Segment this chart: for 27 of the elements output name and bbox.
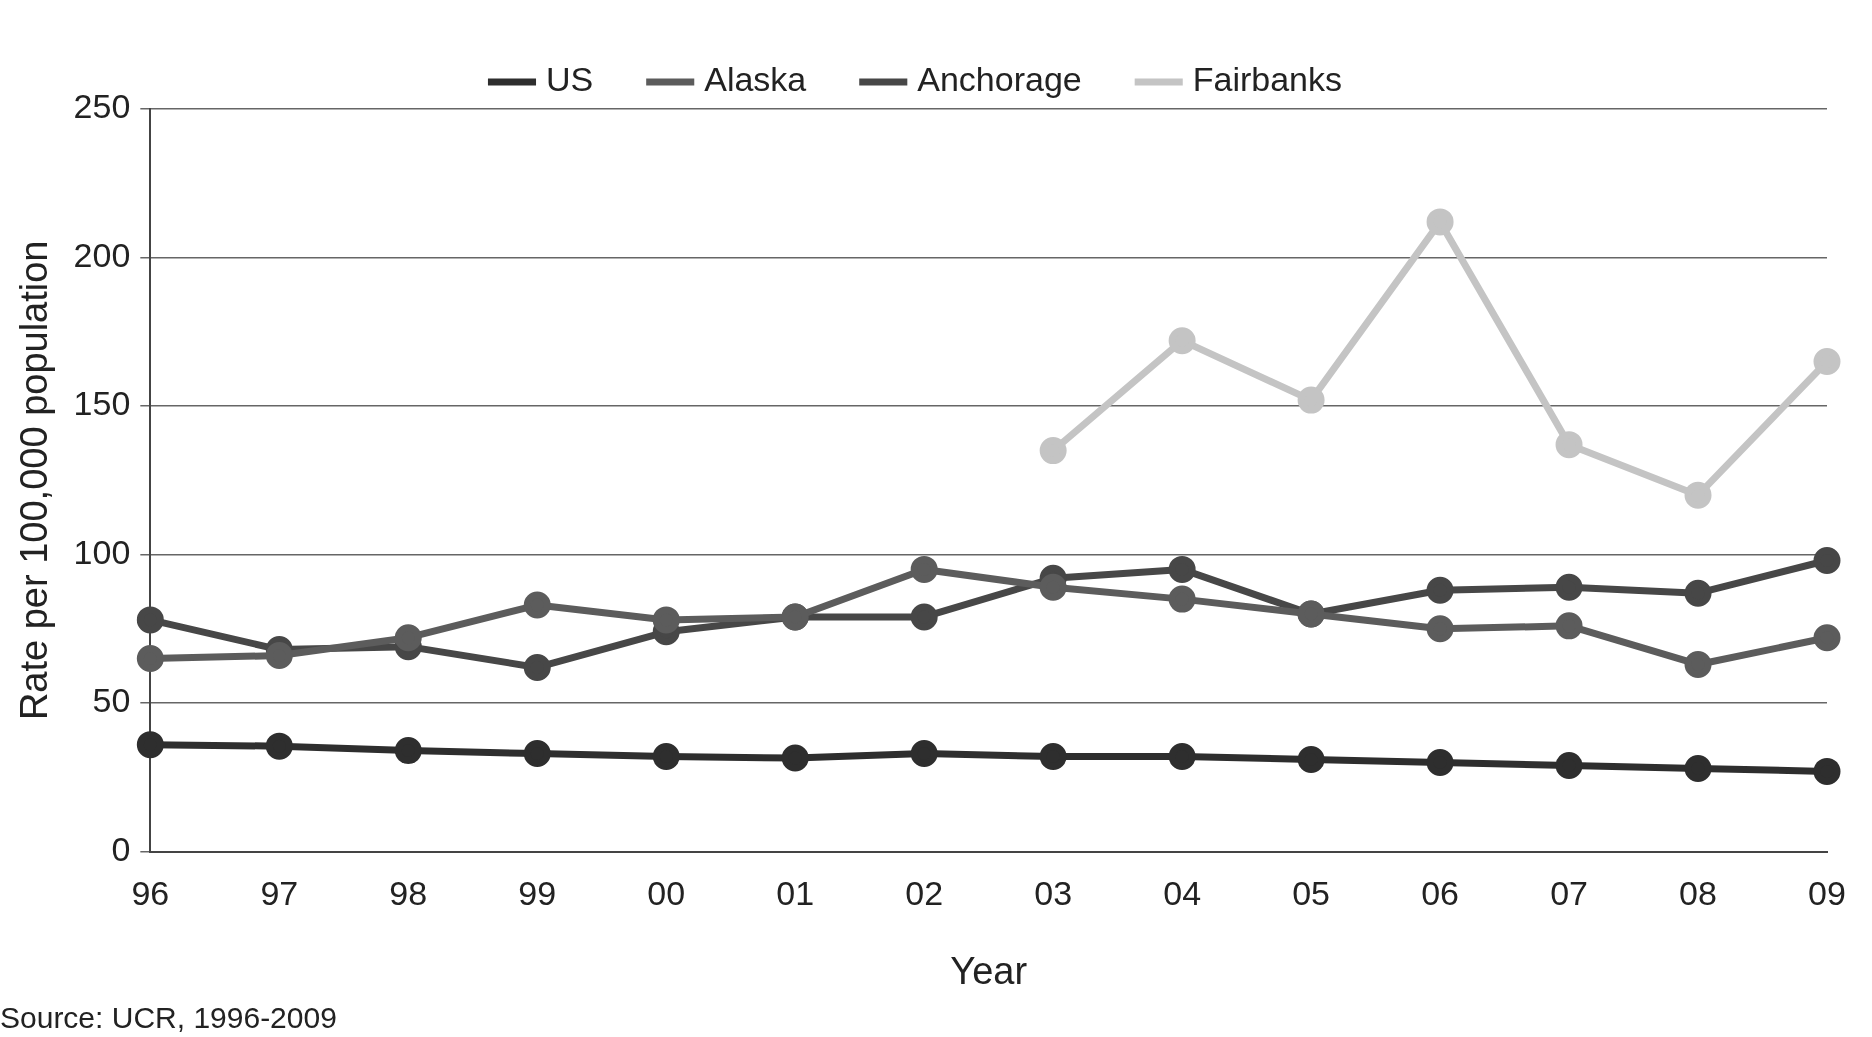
x-tick-label: 08 <box>1679 874 1717 913</box>
y-tick-label: 150 <box>73 384 131 423</box>
x-tick-label: 03 <box>1034 874 1073 913</box>
x-tick-label: 05 <box>1292 874 1331 913</box>
x-tick-label: 00 <box>647 874 686 913</box>
x-tick-label: 98 <box>389 874 428 913</box>
x-tick-label: 07 <box>1550 874 1588 913</box>
y-tick-label: 100 <box>73 532 131 571</box>
y-tick-label: 50 <box>92 681 131 720</box>
x-tick-label: 01 <box>776 874 815 913</box>
x-tick-label: 04 <box>1163 874 1202 913</box>
source-note: Source: UCR, 1996-2009 <box>0 1001 337 1035</box>
legend-label: Alaska <box>704 60 807 99</box>
legend-label: Fairbanks <box>1192 60 1343 99</box>
y-axis-title: Rate per 100,000 population <box>13 240 56 721</box>
y-tick-label: 0 <box>111 829 131 868</box>
x-tick-label: 96 <box>131 874 170 913</box>
x-tick-label: 06 <box>1421 874 1459 913</box>
x-axis-title: Year <box>950 949 1028 992</box>
x-tick-label: 97 <box>260 874 299 913</box>
y-tick-label: 250 <box>73 87 131 126</box>
y-tick-label: 200 <box>73 235 131 274</box>
x-tick-label: 02 <box>905 874 944 913</box>
legend-label: Anchorage <box>917 60 1082 99</box>
legend-label: US <box>545 60 594 99</box>
x-tick-label: 09 <box>1808 874 1846 913</box>
x-tick-label: 99 <box>518 874 557 913</box>
